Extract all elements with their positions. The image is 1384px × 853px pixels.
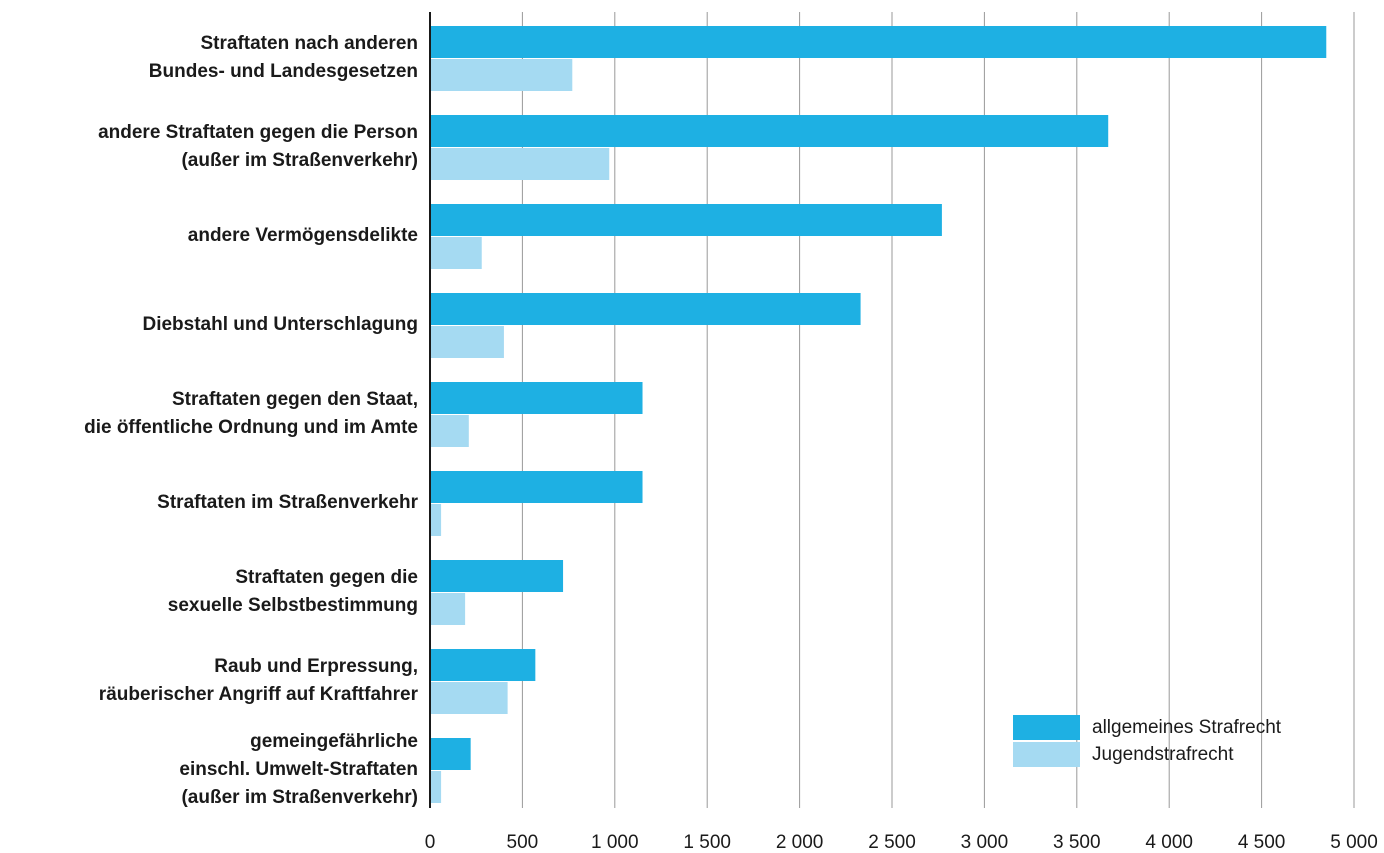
category-label: Straftaten gegen die sexuelle Selbstbesti… — [168, 567, 418, 616]
bar — [430, 771, 442, 803]
category-label: Straftaten im Straßenverkehr — [157, 492, 418, 513]
x-tick-label: 4 500 — [1238, 832, 1286, 853]
category-label: andere Straftaten gegen die Person (außer… — [98, 122, 418, 171]
category-label: Diebstahl und Unterschlagung — [142, 314, 418, 335]
legend-swatch — [1013, 742, 1080, 767]
bar — [430, 148, 610, 180]
category-label: Raub und Erpressung, räuberischer Angriff… — [99, 656, 419, 705]
bar — [430, 682, 508, 714]
bar — [430, 415, 469, 447]
legend-label: allgemeines Strafrecht — [1092, 717, 1282, 738]
x-tick-label: 3 500 — [1053, 832, 1101, 853]
bar — [430, 26, 1327, 58]
bar — [430, 115, 1109, 147]
x-tick-label: 1 000 — [591, 832, 639, 853]
bar — [430, 649, 536, 681]
bar — [430, 59, 573, 91]
x-tick-label: 5 000 — [1330, 832, 1378, 853]
x-tick-label: 2 500 — [868, 832, 916, 853]
bar — [430, 237, 482, 269]
bar — [430, 326, 504, 358]
x-tick-label: 0 — [425, 832, 436, 853]
x-tick-label: 500 — [507, 832, 539, 853]
bar — [430, 204, 942, 236]
bar — [430, 382, 643, 414]
bar — [430, 560, 564, 592]
bar — [430, 293, 861, 325]
category-label: Straftaten gegen den Staat, die öffentlic… — [84, 389, 418, 438]
legend-label: Jugendstrafrecht — [1092, 744, 1234, 765]
category-label: andere Vermögensdelikte — [188, 225, 418, 246]
bar — [430, 593, 466, 625]
x-tick-label: 1 500 — [683, 832, 731, 853]
x-tick-label: 2 000 — [776, 832, 824, 853]
legend-swatch — [1013, 715, 1080, 740]
bar — [430, 471, 643, 503]
x-tick-label: 3 000 — [961, 832, 1009, 853]
bar — [430, 504, 442, 536]
category-label: gemeingefährliche einschl. Umwelt-Strafta… — [179, 731, 418, 808]
category-label: Straftaten nach anderen Bundes- und Lande… — [149, 33, 418, 82]
x-tick-label: 4 000 — [1145, 832, 1193, 853]
bar — [430, 738, 471, 770]
